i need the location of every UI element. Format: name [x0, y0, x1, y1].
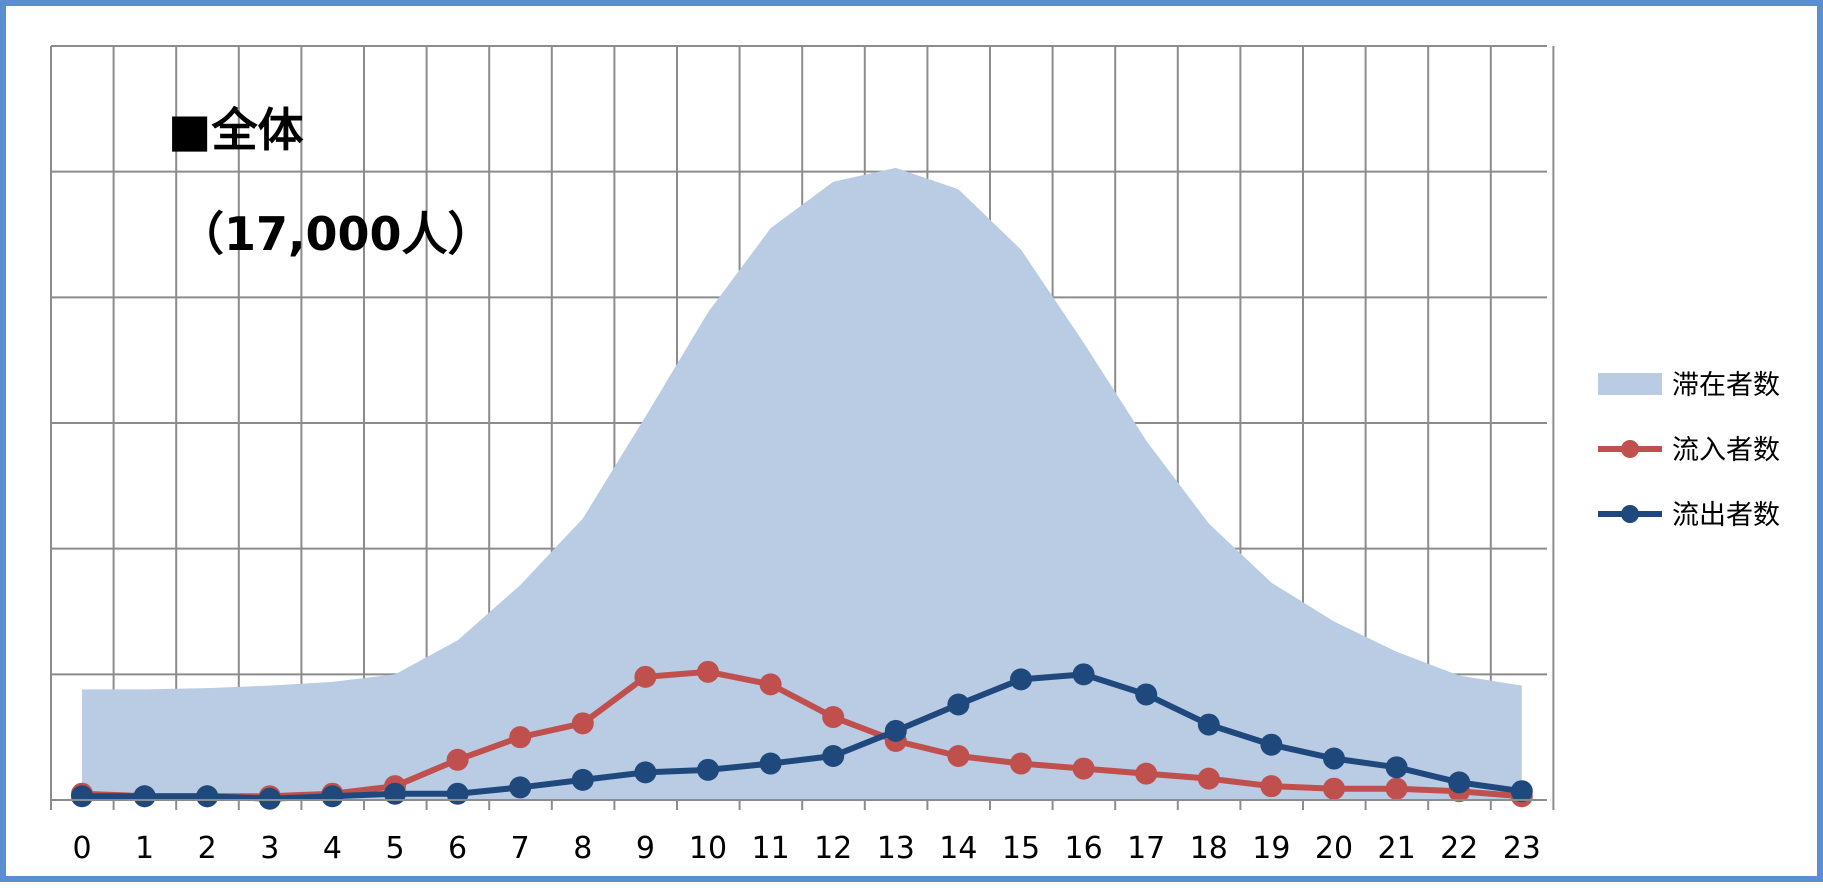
series-2-point	[634, 761, 657, 784]
series-2-point	[321, 785, 344, 808]
x-tick-label: 13	[877, 831, 915, 866]
series-1-point	[1197, 767, 1220, 790]
x-tick-label: 3	[260, 831, 279, 866]
legend-swatch-marker	[1621, 440, 1639, 458]
series-2-point	[1323, 747, 1345, 770]
series-2-point	[571, 768, 594, 791]
x-tick-label: 4	[323, 831, 342, 866]
series-2-point	[884, 719, 907, 742]
series-2-point	[1385, 756, 1408, 779]
x-tick-label: 5	[385, 831, 404, 866]
x-tick-label: 23	[1503, 831, 1541, 866]
x-tick-label: 19	[1252, 831, 1290, 866]
series-1-point	[1135, 762, 1158, 785]
series-area-0	[82, 167, 1522, 800]
x-tick-label: 7	[511, 831, 530, 866]
chart-title: ■全体	[168, 103, 303, 157]
series-2-point	[759, 752, 782, 775]
x-tick-label: 2	[198, 831, 217, 866]
series-1-point	[446, 748, 469, 771]
series-1-point	[1260, 775, 1283, 798]
legend-label: 滞在者数	[1672, 370, 1780, 401]
legend-label: 流入者数	[1672, 435, 1780, 466]
series-2-point	[1135, 683, 1158, 706]
series-2-point	[947, 693, 970, 716]
x-tick-label: 17	[1127, 831, 1165, 866]
series-2-point	[1072, 663, 1095, 686]
series-2-point	[258, 787, 281, 810]
series-1-point	[634, 665, 657, 688]
series-1-point	[1010, 752, 1032, 775]
x-tick-label: 9	[636, 831, 655, 866]
legend-swatch-marker	[1621, 505, 1639, 523]
x-tick-label: 14	[939, 831, 977, 866]
series-2-point	[384, 782, 406, 805]
x-tick-label: 16	[1065, 831, 1103, 866]
x-tick-label: 11	[752, 831, 790, 866]
series-2-point	[697, 758, 719, 781]
x-tick-label: 21	[1378, 831, 1416, 866]
series-2-point	[1448, 771, 1471, 794]
x-tick-label: 12	[814, 831, 852, 866]
series-1-point	[1323, 777, 1345, 800]
chart-canvas: 0 1 2 3 4 5 6 7 8 9 10 11 12 13 14 15 16 17 18 19 20 21 22 23 ■…	[50, 45, 1780, 866]
x-tick-label: 18	[1190, 831, 1228, 866]
series-2-point	[1010, 668, 1032, 691]
series-2-point	[71, 785, 93, 808]
x-tick-label: 0	[72, 831, 91, 866]
series-1-point	[697, 660, 719, 683]
series-2-point	[509, 776, 532, 799]
series-2-point	[446, 782, 469, 805]
x-tick-label: 10	[689, 831, 727, 866]
series-2-point	[1260, 733, 1283, 756]
legend-label: 流出者数	[1672, 500, 1780, 531]
series-1-point	[1385, 777, 1408, 800]
series-2-point	[1510, 780, 1533, 803]
axis-layer: 0 1 2 3 4 5 6 7 8 9 10 11 12 13 14 15 16 17 18 19 20 21 22 23	[50, 799, 1555, 866]
series-2-point	[1197, 713, 1220, 736]
series-2-point	[822, 745, 845, 768]
x-tick-label: 20	[1315, 831, 1353, 866]
x-tick-label: 1	[135, 831, 154, 866]
series-1-point	[759, 673, 782, 696]
series-1-point	[947, 745, 970, 768]
x-tick-label: 15	[1002, 831, 1040, 866]
chart-subtitle: （17,000人）	[178, 207, 494, 261]
series-1-point	[1072, 757, 1095, 780]
legend-swatch-area	[1598, 373, 1662, 395]
series-1-point	[822, 706, 845, 729]
series-2-point	[196, 785, 219, 808]
x-tick-label: 22	[1440, 831, 1478, 866]
x-tick-label: 6	[448, 831, 467, 866]
series-1-point	[571, 712, 594, 735]
area-layer	[82, 167, 1522, 800]
series-2-point	[133, 785, 156, 808]
series-1-point	[509, 726, 532, 749]
x-tick-label: 8	[573, 831, 592, 866]
